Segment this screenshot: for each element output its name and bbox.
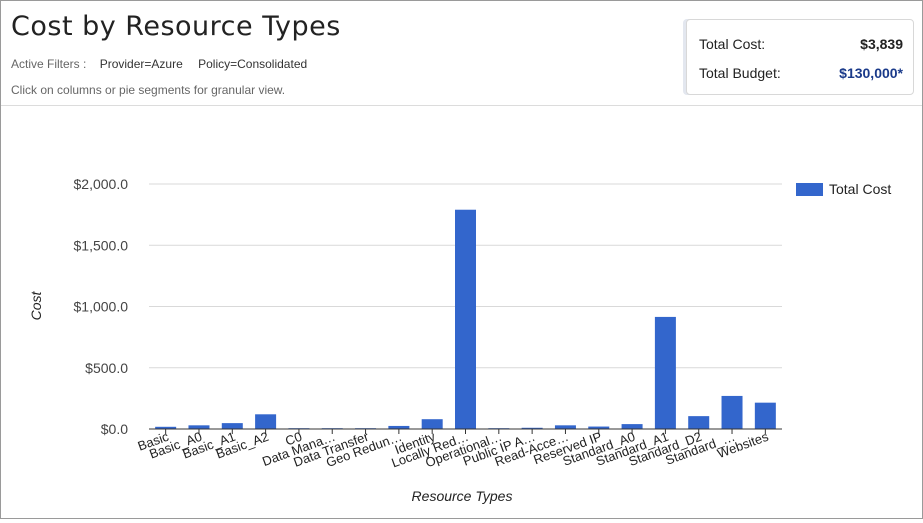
legend-label: Total Cost	[829, 181, 891, 197]
bar-0[interactable]	[155, 426, 177, 429]
bar-9[interactable]	[455, 209, 476, 429]
total-cost-row: Total Cost: $3,839	[699, 36, 903, 52]
bar-1[interactable]	[188, 425, 210, 429]
page-title: Cost by Resource Types	[11, 11, 341, 42]
bars[interactable]	[155, 209, 776, 429]
filter-policy: Policy=Consolidated	[198, 57, 308, 71]
bar-12[interactable]	[554, 425, 576, 429]
chart-hint: Click on columns or pie segments for gra…	[11, 83, 286, 97]
bar-17[interactable]	[721, 395, 743, 429]
y-axis-label: Cost	[28, 291, 44, 321]
cost-bar-chart: $0.0 $500.0 $1,000.0 $1,500.0 $2,000.0 Basic…	[28, 176, 891, 504]
total-budget-value: $130,000*	[839, 65, 903, 81]
legend-swatch	[796, 183, 823, 196]
filter-provider: Provider=Azure	[99, 57, 183, 71]
x-tick-label: C0	[283, 429, 304, 449]
y-tick-label: $0.0	[101, 421, 128, 437]
y-tick-label: $1,000.0	[74, 299, 129, 315]
total-cost-label: Total Cost:	[699, 36, 766, 52]
total-budget-label: Total Budget:	[699, 65, 781, 81]
active-filters: Active Filters : Provider=Azure Policy=C…	[11, 57, 319, 71]
bar-11[interactable]	[521, 427, 543, 429]
bar-14[interactable]	[621, 424, 643, 429]
report-header: Cost by Resource Types Active Filters : …	[1, 1, 922, 106]
active-filters-label: Active Filters :	[11, 57, 87, 71]
y-tick-label: $2,000.0	[74, 176, 129, 192]
total-budget-row: Total Budget: $130,000*	[699, 65, 903, 81]
bar-2[interactable]	[221, 423, 243, 429]
bar-7[interactable]	[388, 425, 410, 429]
total-cost-value: $3,839	[860, 36, 903, 52]
bar-18[interactable]	[754, 402, 776, 429]
bar-16[interactable]	[688, 416, 710, 429]
y-axis-ticks: $0.0 $500.0 $1,000.0 $1,500.0 $2,000.0	[74, 176, 129, 437]
y-tick-label: $1,500.0	[74, 237, 129, 253]
cost-summary-card: Total Cost: $3,839 Total Budget: $130,00…	[686, 19, 914, 95]
bar-8[interactable]	[421, 419, 443, 429]
bar-13[interactable]	[588, 426, 610, 429]
bar-3[interactable]	[255, 414, 277, 429]
chart-legend[interactable]: Total Cost	[796, 181, 891, 197]
chart-area: $0.0 $500.0 $1,000.0 $1,500.0 $2,000.0 Basic…	[1, 106, 922, 518]
x-axis-label: Resource Types	[412, 488, 513, 504]
y-tick-label: $500.0	[85, 360, 128, 376]
bar-15[interactable]	[654, 316, 676, 429]
